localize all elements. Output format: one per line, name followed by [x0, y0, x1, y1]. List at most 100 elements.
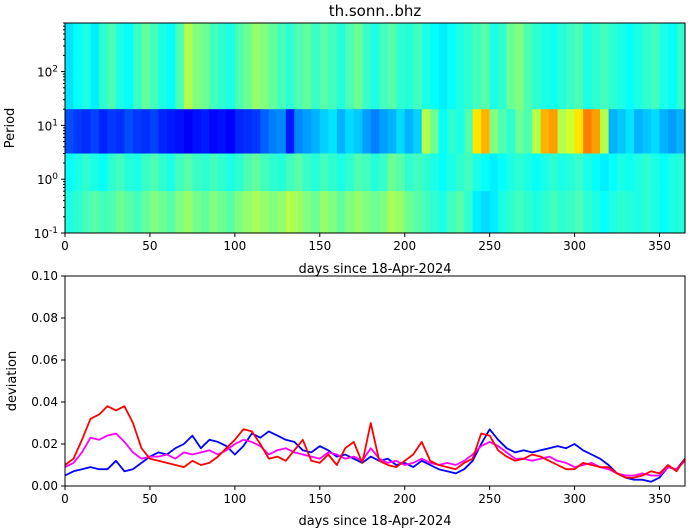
heatmap-cell — [124, 191, 134, 234]
y-tick-label: 0.10 — [31, 269, 58, 283]
heatmap-cell — [285, 23, 295, 110]
heatmap-cell — [557, 23, 567, 110]
heatmap-cell — [515, 153, 525, 192]
heatmap-cell — [149, 109, 160, 154]
heatmap-cell — [209, 23, 219, 110]
y-tick-label: 102 — [37, 65, 58, 80]
heatmap-cell — [234, 23, 244, 110]
heatmap-cell — [540, 23, 550, 110]
heatmap-cell — [107, 191, 117, 234]
heatmap-cell — [370, 153, 380, 192]
heatmap-cell — [455, 109, 465, 154]
heatmap-cell — [489, 23, 499, 110]
heatmap-cell — [65, 23, 75, 110]
x-tick-label: 150 — [308, 239, 331, 253]
heatmap-cell — [447, 109, 457, 154]
heatmap-cell — [481, 191, 491, 234]
heatmap-cell — [115, 153, 126, 192]
x-tick-label: 200 — [393, 492, 416, 506]
heatmap-cell — [413, 109, 423, 154]
heatmap-cell — [81, 191, 92, 234]
heatmap-cell — [319, 191, 329, 234]
heatmap-x-axis-label: days since 18-Apr-2024 — [298, 262, 451, 277]
heatmap-cell — [387, 153, 397, 192]
heatmap-cell — [302, 109, 312, 154]
heatmap-cell — [634, 109, 644, 154]
heatmap-cell — [158, 153, 168, 192]
heatmap-cell — [430, 23, 440, 110]
heatmap-cell — [481, 153, 491, 192]
heatmap-cell — [591, 109, 601, 154]
heatmap-cell — [583, 153, 593, 192]
heatmap-cell — [328, 109, 338, 154]
heatmap-cell — [73, 153, 83, 192]
heatmap-cell — [506, 191, 516, 234]
heatmap-cell — [498, 153, 508, 192]
heatmap-cell — [226, 23, 236, 110]
y-tick-label: 0.04 — [31, 395, 58, 409]
heatmap-cell — [532, 23, 542, 110]
heatmap-cell — [430, 109, 440, 154]
heatmap-cell — [149, 23, 160, 110]
heatmap-cell — [642, 153, 652, 192]
heatmap-cell — [515, 23, 525, 110]
heatmap-cell — [124, 153, 134, 192]
heatmap-cell — [124, 109, 134, 154]
heatmap-cell — [268, 23, 278, 110]
heatmap-cell — [183, 191, 193, 234]
heatmap-cell — [251, 109, 261, 154]
heatmap-cell — [200, 23, 210, 110]
heatmap-cell — [243, 23, 253, 110]
heatmap-cell — [90, 153, 100, 192]
heatmap-cell — [498, 109, 508, 154]
heatmap-cells — [65, 23, 686, 234]
heatmap-cell — [158, 23, 168, 110]
heatmap-cell — [311, 109, 321, 154]
heatmap-cell — [413, 23, 423, 110]
heatmap-cell — [404, 109, 414, 154]
heatmap-cell — [166, 153, 177, 192]
heatmap-cell — [396, 109, 406, 154]
heatmap-cell — [345, 109, 355, 154]
heatmap-cell — [209, 153, 219, 192]
heatmap-cell — [583, 23, 593, 110]
heatmap-cell — [659, 109, 669, 154]
heatmap-cell — [600, 109, 610, 154]
heatmap-cell — [523, 109, 533, 154]
heatmap-cell — [668, 109, 678, 154]
x-tick-label: 300 — [563, 239, 586, 253]
heatmap-cell — [617, 153, 627, 192]
heatmap-cell — [192, 23, 202, 110]
heatmap-cell — [251, 191, 261, 234]
y-tick-label: 0.06 — [31, 353, 58, 367]
heatmap-cell — [226, 153, 236, 192]
heatmap-cell — [540, 109, 550, 154]
heatmap-cell — [498, 23, 508, 110]
heatmap-cell — [634, 23, 644, 110]
heatmap-cell — [209, 109, 219, 154]
heatmap-cell — [90, 23, 100, 110]
heatmap-cell — [464, 153, 474, 192]
heatmap-cell — [277, 109, 287, 154]
heatmap-cell — [387, 191, 397, 234]
heatmap-cell — [81, 153, 92, 192]
heatmap-cell — [166, 23, 177, 110]
x-tick-label: 350 — [648, 239, 671, 253]
heatmap-cell — [65, 153, 75, 192]
heatmap-cell — [472, 153, 482, 192]
heatmap-cell — [379, 153, 389, 192]
heatmap-cell — [574, 191, 584, 234]
heatmap-cell — [591, 153, 601, 192]
heatmap-cell — [141, 109, 151, 154]
heatmap-cell — [90, 191, 100, 234]
heatmap-cell — [566, 23, 576, 110]
heatmap-cell — [260, 153, 270, 192]
heatmap-cell — [243, 153, 253, 192]
heatmap-cell — [532, 153, 542, 192]
heatmap-cell — [336, 23, 346, 110]
heatmap-cell — [549, 191, 559, 234]
heatmap-cell — [481, 23, 491, 110]
heatmap-cell — [642, 23, 652, 110]
heatmap-cell — [336, 109, 346, 154]
heatmap-cell — [634, 153, 644, 192]
